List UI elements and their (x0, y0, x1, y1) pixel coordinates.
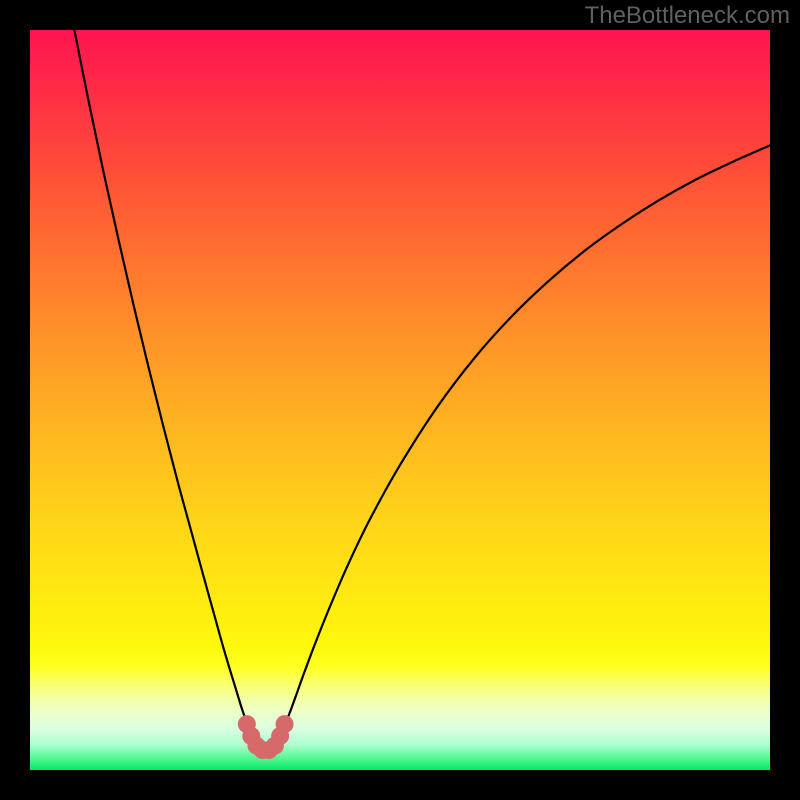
plot-area (30, 30, 770, 770)
chart-container: TheBottleneck.com (0, 0, 800, 800)
watermark-text: TheBottleneck.com (585, 2, 790, 30)
valley-marker-dot (276, 715, 294, 733)
chart-svg (30, 30, 770, 770)
gradient-background (30, 30, 770, 770)
